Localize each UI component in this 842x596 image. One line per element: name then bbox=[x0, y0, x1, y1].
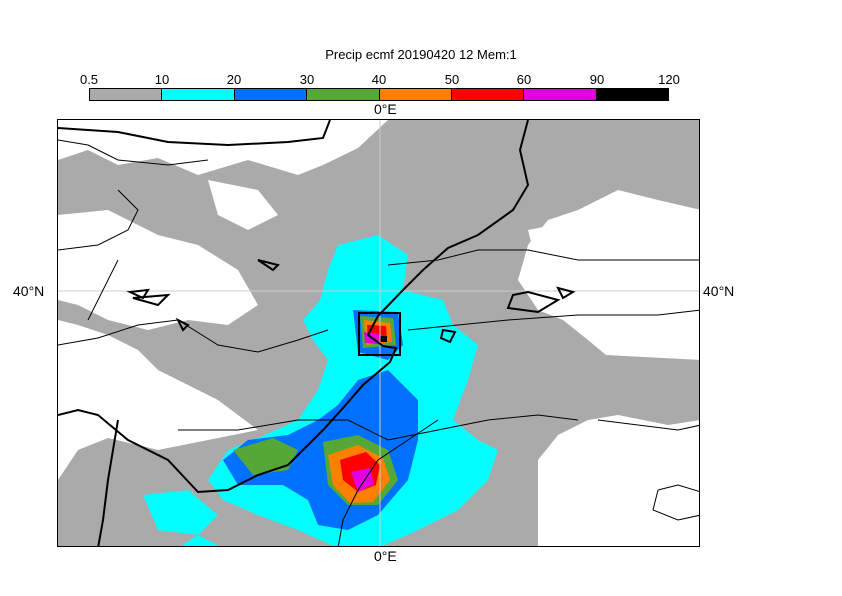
colorbar-swatch bbox=[451, 89, 525, 100]
colorbar-tick-label: 10 bbox=[154, 72, 170, 87]
colorbar-swatch bbox=[379, 89, 452, 100]
colorbar-swatch bbox=[596, 89, 668, 100]
region-highlight-box bbox=[358, 312, 401, 356]
precipitation-map bbox=[57, 119, 700, 547]
map-title: Precip ecmf 20190420 12 Mem:1 bbox=[325, 47, 517, 62]
colorbar-swatch bbox=[524, 89, 597, 100]
colorbar-swatch bbox=[234, 89, 308, 100]
right-latitude-label: 40°N bbox=[703, 283, 735, 299]
colorbar-tick-label: 0.5 bbox=[79, 72, 99, 87]
colorbar-swatch bbox=[162, 89, 235, 100]
bottom-longitude-label: 0°E bbox=[374, 548, 397, 564]
borders bbox=[58, 139, 699, 546]
colorbar-tick-label: 60 bbox=[516, 72, 532, 87]
colorbar-swatch bbox=[307, 89, 380, 100]
colorbar bbox=[89, 88, 669, 101]
map-canvas bbox=[58, 120, 699, 546]
colorbar-tick-label: 30 bbox=[299, 72, 315, 87]
colorbar-tick-label: 50 bbox=[444, 72, 460, 87]
colorbar-tick-label: 20 bbox=[226, 72, 242, 87]
coastlines bbox=[58, 120, 576, 546]
colorbar-swatch bbox=[90, 89, 163, 100]
colorbar-tick-label: 120 bbox=[658, 72, 680, 87]
colorbar-tick-label: 90 bbox=[589, 72, 605, 87]
top-longitude-label: 0°E bbox=[374, 101, 397, 117]
precip-area-black bbox=[380, 336, 387, 342]
left-latitude-label: 40°N bbox=[13, 283, 45, 299]
colorbar-tick-label: 40 bbox=[371, 72, 387, 87]
